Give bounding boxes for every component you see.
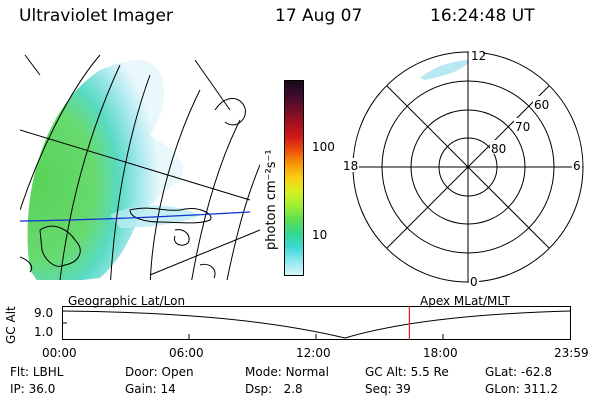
x-tick-label-0000: 00:00 bbox=[42, 346, 77, 360]
parallel-line bbox=[20, 129, 251, 201]
status-mode: Mode: Normal bbox=[245, 365, 329, 379]
projection-label: Geographic Lat/Lon bbox=[68, 294, 186, 308]
instrument-title: Ultraviolet Imager bbox=[19, 6, 173, 26]
status-gain: Gain: 14 bbox=[125, 382, 176, 396]
mlt-label-18: 18 bbox=[343, 159, 358, 173]
x-tick-label-1200: 12:00 bbox=[296, 346, 331, 360]
status-glon: GLon: 311.2 bbox=[485, 382, 558, 396]
lat-label-80: 80 bbox=[491, 142, 506, 156]
colorbar-unit-label: photon cm⁻²s⁻¹ bbox=[264, 149, 279, 250]
polar-axis-diagonal bbox=[386, 85, 550, 249]
meridian-line bbox=[20, 54, 101, 211]
colorbar-tick-100: 100 bbox=[312, 140, 335, 154]
x-tick-label-0600: 06:00 bbox=[169, 346, 204, 360]
colorbar bbox=[284, 80, 304, 276]
coastline bbox=[129, 207, 212, 224]
equator-reference-line bbox=[20, 211, 251, 222]
polar-plot: 12 18 6 0 60 70 80 bbox=[341, 48, 584, 289]
mlt-label-12: 12 bbox=[471, 49, 486, 63]
altitude-chart bbox=[62, 306, 571, 340]
altitude-curve bbox=[62, 310, 571, 339]
time-label: 16:24:48 UT bbox=[430, 6, 535, 26]
aurora-emission bbox=[27, 60, 184, 280]
meridian-line bbox=[226, 163, 260, 280]
mlt-label-6: 6 bbox=[573, 159, 581, 173]
status-seq: Seq: 39 bbox=[365, 382, 411, 396]
status-door: Door: Open bbox=[125, 365, 194, 379]
altitude-tick-1: 1.0 bbox=[34, 325, 54, 339]
meridian-line bbox=[149, 89, 201, 280]
lat-label-70: 70 bbox=[515, 120, 530, 134]
status-ip: IP: 36.0 bbox=[10, 382, 56, 396]
polar-aurora-patch bbox=[420, 60, 470, 80]
altitude-tick-9: 9.0 bbox=[34, 306, 54, 320]
coastline bbox=[39, 225, 81, 267]
meridian-line bbox=[191, 119, 241, 280]
status-dsp: Dsp: 2.8 bbox=[245, 382, 303, 396]
meridian-line bbox=[59, 64, 121, 280]
coordinate-label: Apex MLat/MLT bbox=[420, 294, 510, 308]
altitude-axis-label: GC Alt bbox=[4, 306, 18, 344]
x-tick-label-2359: 23:59 bbox=[554, 346, 589, 360]
x-tick-label-1800: 18:00 bbox=[423, 346, 458, 360]
colorbar-tick-10: 10 bbox=[312, 228, 328, 242]
meridian-line bbox=[110, 74, 151, 280]
parallel-line bbox=[149, 229, 260, 276]
status-glat: GLat: -62.8 bbox=[485, 365, 552, 379]
status-gc-alt: GC Alt: 5.5 Re bbox=[365, 365, 449, 379]
date-label: 17 Aug 07 bbox=[275, 6, 363, 26]
mlt-label-0: 0 bbox=[470, 275, 478, 289]
status-flt: Flt: LBHL bbox=[10, 365, 64, 379]
lat-label-60: 60 bbox=[534, 98, 549, 112]
